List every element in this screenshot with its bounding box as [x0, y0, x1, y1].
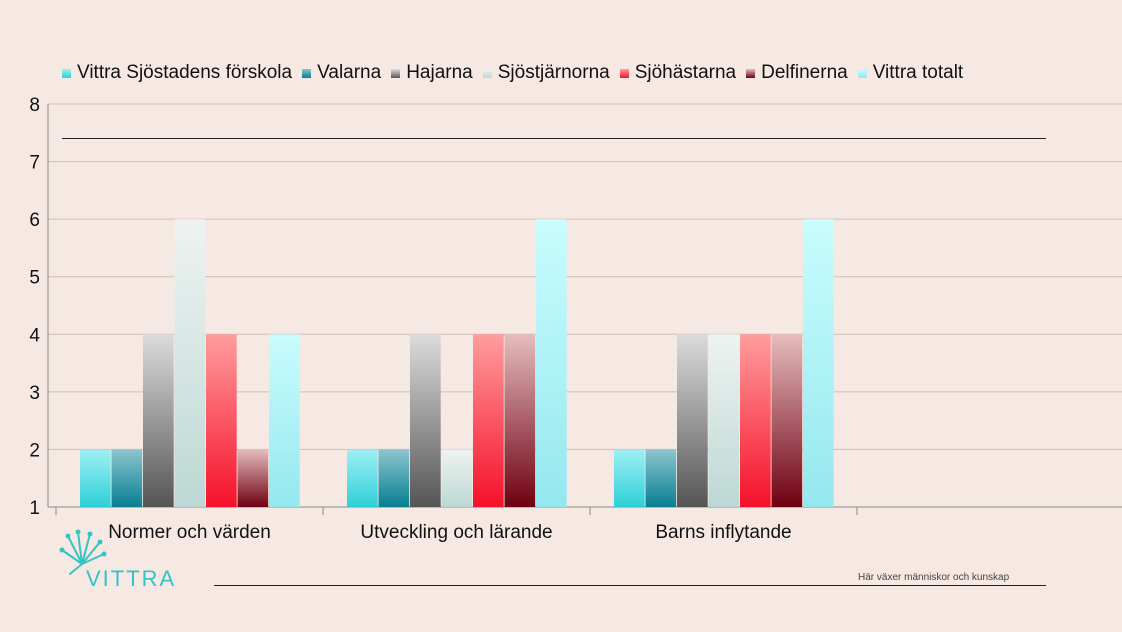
bar	[708, 334, 740, 507]
legend-swatch	[62, 68, 71, 78]
bar	[504, 334, 536, 507]
bar	[803, 219, 834, 507]
legend-label: Hajarna	[406, 62, 473, 83]
category-label: Barns inflytande	[655, 522, 791, 543]
legend-swatch	[302, 68, 312, 78]
legend-swatch	[482, 68, 492, 78]
y-tick-label: 3	[29, 383, 40, 404]
legend-swatch	[857, 68, 867, 78]
bar	[206, 334, 237, 507]
legend-label: Sjöhästarna	[634, 62, 737, 83]
y-tick-label: 1	[29, 498, 40, 519]
category-label: Utveckling och lärande	[360, 522, 552, 543]
bar	[771, 334, 803, 507]
legend-item: Hajarna	[391, 62, 473, 84]
bar	[536, 219, 567, 507]
y-tick-label: 2	[29, 440, 40, 461]
bar	[614, 449, 645, 507]
legend-label: Sjöstjärnorna	[497, 62, 610, 83]
category-label: Normer och värden	[108, 522, 271, 543]
bar	[143, 334, 174, 507]
legend-item: Vittra Sjöstadens förskola	[62, 62, 292, 84]
logo-text: VITTRA	[86, 566, 177, 591]
legend-item: Delfinerna	[746, 62, 848, 84]
bar	[269, 334, 300, 507]
bar	[80, 449, 111, 507]
legend-label: Vittra totalt	[872, 62, 964, 83]
bar	[441, 449, 473, 507]
y-tick-label: 6	[29, 210, 40, 231]
bar	[174, 219, 206, 507]
vittra-logo: VITTRA	[58, 528, 188, 591]
header-rule	[62, 138, 1046, 139]
bar	[237, 449, 269, 507]
legend-swatch	[746, 68, 756, 78]
legend-item: Valarna	[302, 62, 381, 84]
bar	[740, 334, 771, 507]
bar	[111, 449, 143, 507]
bar	[378, 449, 410, 507]
legend-item: Vittra totalt	[857, 62, 964, 84]
footer-tagline: Här växer människor och kunskap	[858, 572, 1010, 583]
y-tick-label: 8	[29, 95, 40, 116]
y-tick-label: 4	[29, 325, 40, 346]
legend-item: Sjöstjärnorna	[482, 62, 610, 84]
bar	[473, 334, 504, 507]
legend-label: Vittra Sjöstadens förskola	[77, 62, 293, 83]
y-tick-label: 7	[29, 153, 40, 174]
dandelion-icon	[59, 529, 107, 575]
legend-swatch	[619, 68, 629, 78]
legend-label: Delfinerna	[761, 62, 848, 83]
bar	[645, 449, 677, 507]
legend-swatch	[391, 68, 401, 78]
bar	[347, 449, 378, 507]
y-tick-label: 5	[29, 268, 40, 289]
bar	[677, 334, 708, 507]
footer-rule	[214, 585, 1046, 586]
chart-legend: Vittra Sjöstadens förskola Valarna Hajarna…	[62, 60, 973, 86]
bar	[410, 334, 441, 507]
legend-item: Sjöhästarna	[619, 62, 737, 84]
legend-label: Valarna	[317, 62, 382, 83]
